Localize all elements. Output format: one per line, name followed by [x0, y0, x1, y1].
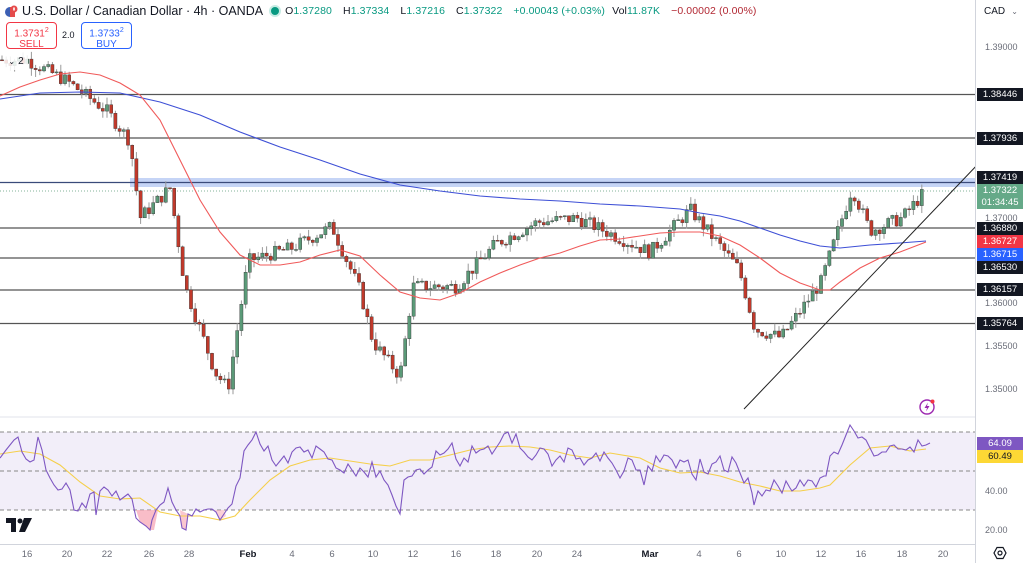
level-label: 1.36530	[977, 261, 1023, 274]
sell-price-pip: 2	[44, 27, 49, 34]
price-tick: 1.39000	[985, 42, 1018, 52]
sell-button[interactable]: 1.37312 SELL	[6, 22, 57, 51]
rsi-oversold-fill	[215, 510, 226, 520]
time-label: 20	[937, 549, 949, 560]
price-tick: 1.35500	[985, 341, 1018, 351]
rsi-line	[0, 423, 931, 532]
level-label: 1.37419	[977, 171, 1023, 184]
ma-slow-line	[0, 91, 927, 249]
ma-fast-label: 1.36727	[977, 235, 1023, 248]
chart-header: U.S. Dollar / Canadian Dollar · 4h · OAN…	[4, 2, 760, 20]
level-label: 1.38446	[977, 88, 1023, 101]
tradingview-logo[interactable]	[6, 518, 32, 536]
ma-slow-label: 1.36715	[977, 248, 1023, 261]
time-label: 18	[490, 549, 502, 560]
volume-label: Vol	[612, 5, 627, 17]
sell-label: SELL	[19, 39, 44, 51]
time-label: 16	[450, 549, 462, 560]
time-label: 20	[61, 549, 73, 560]
currency-label: CAD	[984, 6, 1006, 17]
buy-price-pip: 2	[119, 27, 124, 34]
price-tick: 1.35000	[985, 384, 1018, 394]
low-value: 1.37216	[406, 5, 446, 17]
time-label: 26	[143, 549, 155, 560]
level-label: 1.35764	[977, 317, 1023, 330]
market-open-status-icon	[271, 7, 280, 15]
bar-countdown: 01:34:45	[981, 197, 1019, 208]
buy-button[interactable]: 1.37332 BUY	[81, 22, 132, 51]
open-label: O	[285, 5, 294, 17]
time-label: 10	[367, 549, 379, 560]
settings-gear-icon[interactable]	[993, 546, 1007, 560]
rsi-tick: 20.00	[985, 525, 1008, 535]
time-label: 6	[329, 549, 335, 560]
lightning-alert-icon[interactable]	[918, 398, 936, 416]
price-axis[interactable]	[975, 0, 1024, 563]
open-value: 1.37280	[293, 5, 332, 17]
close-value: 1.37322	[463, 5, 503, 17]
spread-value: 2.0	[62, 30, 75, 40]
time-label: 4	[289, 549, 295, 560]
volume-value: 11.87K	[626, 5, 661, 17]
time-label: 10	[775, 549, 787, 560]
high-value: 1.37334	[350, 5, 390, 17]
time-label: 20	[531, 549, 543, 560]
time-label: 16	[855, 549, 867, 560]
buy-label: BUY	[96, 39, 117, 51]
sell-price: 1.3731	[14, 28, 45, 40]
time-label: 16	[21, 549, 33, 560]
change-value: +0.00043 (+0.03%)	[513, 5, 606, 17]
time-label: Feb	[239, 549, 257, 560]
rsi-levels	[0, 431, 975, 511]
chevron-down-icon: ⌄	[1011, 7, 1018, 16]
symbol-title[interactable]: U.S. Dollar / Canadian Dollar · 4h · OAN…	[22, 4, 264, 18]
time-label: 24	[571, 549, 583, 560]
low-label: L	[400, 5, 407, 17]
indicator-count: 2	[18, 55, 24, 67]
buy-price: 1.3733	[89, 28, 120, 40]
level-label: 1.37936	[977, 132, 1023, 145]
last-price-label: 1.37322 01:34:45	[977, 184, 1023, 209]
rsi-value-label: 64.09	[977, 437, 1023, 450]
time-label: 22	[101, 549, 113, 560]
ma-fast-line	[0, 71, 927, 301]
time-label: Mar	[641, 549, 659, 560]
chevron-down-icon: ⌄	[8, 56, 16, 66]
time-label: 6	[736, 549, 742, 560]
time-label: 18	[896, 549, 908, 560]
time-label: 12	[815, 549, 827, 560]
ascending-trendline[interactable]	[743, 161, 981, 410]
time-label: 4	[696, 549, 702, 560]
price-tick: 1.36000	[985, 298, 1018, 308]
indicators-collapse-button[interactable]: ⌄ 2	[4, 52, 28, 70]
high-label: H	[343, 5, 351, 17]
close-label: C	[456, 5, 464, 17]
candles	[0, 51, 924, 395]
rsi-tick: 40.00	[985, 486, 1008, 496]
currency-selector[interactable]: CAD ⌄	[980, 3, 1022, 20]
level-label: 1.36880	[977, 222, 1023, 235]
ohlc-values: O1.37280 H1.37334 L1.37216 C1.37322 +0.0…	[285, 5, 760, 17]
time-label: 28	[183, 549, 195, 560]
volume-change-value: −0.00002 (0.00%)	[671, 5, 757, 17]
time-label: 12	[407, 549, 419, 560]
level-label: 1.36157	[977, 283, 1023, 296]
rsi-ma-value-label: 60.49	[977, 450, 1023, 463]
rsi-oversold-fill	[136, 510, 158, 530]
us-ca-flag-icon	[4, 5, 18, 17]
last-price: 1.37322	[982, 185, 1018, 196]
price-tick: 1.37000	[985, 213, 1018, 223]
time-axis[interactable]	[0, 544, 975, 563]
